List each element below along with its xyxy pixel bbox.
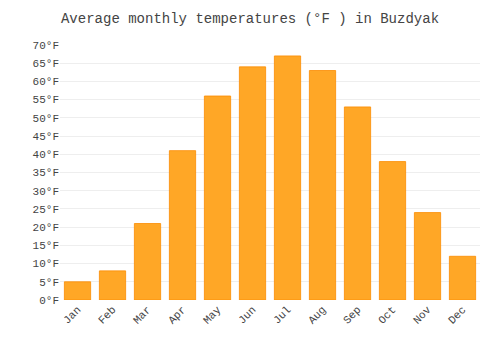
svg-text:20°F: 20°F — [33, 222, 59, 234]
svg-text:0°F: 0°F — [39, 295, 59, 307]
svg-text:70°F: 70°F — [33, 40, 59, 52]
svg-text:35°F: 35°F — [33, 167, 59, 179]
svg-text:25°F: 25°F — [33, 204, 59, 216]
svg-text:Jan: Jan — [61, 304, 83, 326]
svg-text:Mar: Mar — [131, 304, 153, 326]
svg-text:30°F: 30°F — [33, 186, 59, 198]
svg-text:50°F: 50°F — [33, 113, 59, 125]
svg-text:Sep: Sep — [341, 304, 363, 326]
svg-text:10°F: 10°F — [33, 258, 59, 270]
svg-text:Dec: Dec — [446, 304, 468, 326]
svg-text:Oct: Oct — [376, 304, 398, 326]
svg-text:5°F: 5°F — [39, 277, 59, 289]
svg-text:Feb: Feb — [96, 304, 118, 326]
svg-text:60°F: 60°F — [33, 76, 59, 88]
svg-text:15°F: 15°F — [33, 240, 59, 252]
svg-text:Aug: Aug — [306, 304, 328, 326]
svg-text:Jun: Jun — [236, 304, 258, 326]
svg-text:Apr: Apr — [166, 304, 188, 326]
svg-text:40°F: 40°F — [33, 149, 59, 161]
svg-text:65°F: 65°F — [33, 58, 59, 70]
svg-text:55°F: 55°F — [33, 94, 59, 106]
svg-text:Jul: Jul — [271, 304, 293, 326]
svg-text:Nov: Nov — [411, 304, 434, 327]
svg-text:May: May — [201, 304, 224, 327]
svg-text:45°F: 45°F — [33, 131, 59, 143]
svg-text:Average monthly temperatures (: Average monthly temperatures (°F ) in Bu… — [61, 11, 439, 27]
